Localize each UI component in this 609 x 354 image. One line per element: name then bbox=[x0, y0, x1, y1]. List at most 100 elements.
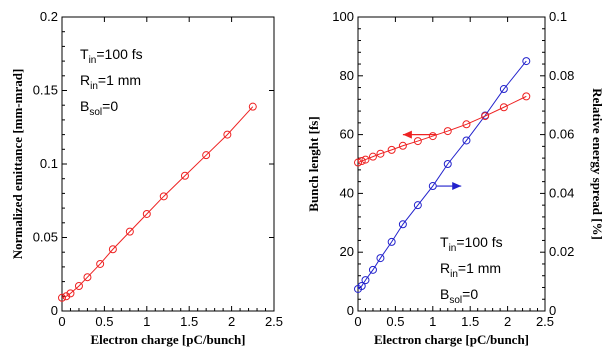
arrow-left-head bbox=[402, 130, 412, 139]
x-tick-label: 1 bbox=[429, 314, 436, 329]
series-0-point bbox=[142, 209, 151, 218]
annotation-value: =100 fs bbox=[96, 46, 142, 62]
series-0-point bbox=[413, 201, 422, 210]
series-0-point bbox=[62, 292, 71, 301]
y-tick-label: 40 bbox=[340, 185, 354, 200]
annotation-value: =0 bbox=[462, 286, 478, 302]
series-1-point bbox=[428, 132, 437, 141]
y-tick-label: 100 bbox=[332, 9, 354, 24]
y2-tick-label: 0 bbox=[549, 303, 556, 318]
y-tick-label: 20 bbox=[340, 244, 354, 259]
annotation-subscript: in bbox=[89, 55, 97, 66]
series-0-point bbox=[398, 220, 407, 229]
series-0-point bbox=[428, 182, 437, 191]
series-0-point bbox=[522, 57, 531, 66]
arrow-right-head bbox=[452, 182, 462, 191]
series-0-point bbox=[159, 192, 168, 201]
series-0-point bbox=[202, 151, 211, 160]
y-tick-label: 0 bbox=[51, 303, 58, 318]
series-1-point bbox=[354, 158, 362, 167]
y2-tick-label: 0.08 bbox=[549, 68, 574, 83]
series-0-point bbox=[74, 282, 83, 291]
y2-tick-label: 0.1 bbox=[549, 9, 567, 24]
series-1-point bbox=[443, 127, 452, 136]
series-0-point bbox=[387, 237, 396, 246]
annotation-b-sol: Bsol=0 bbox=[80, 98, 118, 118]
left-chart-panel: 0 0.5 1 1.5 2 2.5 0 0.05 0.1 0.15 0.2 Electron char… bbox=[10, 9, 283, 347]
series-1-point bbox=[522, 92, 531, 101]
annotation-base: T bbox=[80, 46, 89, 62]
series-0-point bbox=[66, 289, 75, 298]
series-0-point bbox=[462, 136, 471, 145]
x-tick-label: 2 bbox=[504, 314, 511, 329]
annotation-t-in: Tin=100 fs bbox=[80, 46, 143, 66]
annotation-base: B bbox=[440, 286, 449, 302]
x-tick-label: 1.5 bbox=[180, 314, 198, 329]
x-tick-label: 2.5 bbox=[265, 314, 283, 329]
annotation-value: =1 mm bbox=[458, 260, 501, 276]
series-1-point bbox=[398, 141, 407, 150]
annotation-subscript: sol bbox=[89, 107, 102, 118]
annotation-base: B bbox=[80, 98, 89, 114]
x-tick-label: 2 bbox=[228, 314, 235, 329]
y-axis-label: Normalized emittance [mm-mrad] bbox=[10, 69, 25, 260]
annotation-subscript: in bbox=[90, 81, 98, 92]
series-1-point bbox=[413, 137, 422, 146]
series-1-point bbox=[368, 152, 377, 161]
series-1-point bbox=[361, 155, 370, 164]
series-0-point bbox=[180, 171, 189, 180]
x-tick-label: 0 bbox=[58, 314, 65, 329]
x-axis-label: Electron charge [pC/bunch] bbox=[374, 332, 529, 347]
series-1-point bbox=[499, 103, 508, 112]
series-0-point bbox=[248, 102, 257, 111]
series-0-point bbox=[361, 276, 370, 285]
series-0-point bbox=[96, 259, 105, 268]
annotation-subscript: in bbox=[449, 243, 457, 254]
series-1-point bbox=[481, 112, 490, 121]
series-0-point bbox=[357, 282, 366, 291]
series-1-point bbox=[387, 145, 396, 154]
annotation-base: R bbox=[80, 72, 90, 88]
annotation-subscript: sol bbox=[449, 295, 462, 306]
plot-frame bbox=[357, 16, 546, 312]
x-tick-label: 1 bbox=[143, 314, 150, 329]
y-tick-label: 0.2 bbox=[40, 9, 58, 24]
y2-tick-label: 0.04 bbox=[549, 185, 574, 200]
y2-tick-label: 0.02 bbox=[549, 244, 574, 259]
y-tick-label: 60 bbox=[340, 127, 354, 142]
series-0-point bbox=[125, 227, 134, 236]
annotation-r-in: Rin=1 mm bbox=[80, 72, 141, 92]
series-0-point bbox=[499, 85, 508, 94]
x-tick-label: 0 bbox=[354, 314, 361, 329]
annotation-value: =100 fs bbox=[456, 234, 502, 250]
y-tick-label: 0 bbox=[347, 303, 354, 318]
series-0-point bbox=[368, 265, 377, 274]
x-axis-label: Electron charge [pC/bunch] bbox=[90, 332, 245, 347]
series-0-point bbox=[443, 160, 452, 168]
y-axis-label: Bunch lenght [fs] bbox=[306, 116, 321, 211]
right-chart-panel: 0 0.5 1 1.5 2 2.502040608010000.020.040.060.0… bbox=[306, 9, 605, 347]
annotation-t-in: Tin=100 fs bbox=[440, 234, 503, 254]
y-tick-label: 0.15 bbox=[33, 83, 58, 98]
series-0-point bbox=[376, 254, 385, 263]
series-0-point bbox=[58, 293, 66, 302]
annotation-base: R bbox=[440, 260, 450, 276]
y2-axis-label: Relative energy spread [%] bbox=[590, 88, 605, 240]
x-tick-label: 2.5 bbox=[536, 314, 554, 329]
y-tick-label: 80 bbox=[340, 68, 354, 83]
series-0-line bbox=[61, 106, 254, 299]
x-tick-label: 0.5 bbox=[386, 314, 404, 329]
y-tick-label: 0.05 bbox=[33, 230, 58, 245]
series-0-point bbox=[223, 130, 232, 139]
annotation-r-in: Rin=1 mm bbox=[440, 260, 501, 280]
series-1-point bbox=[462, 120, 471, 129]
annotation-subscript: in bbox=[450, 269, 458, 280]
annotation-base: T bbox=[440, 234, 449, 250]
x-tick-label: 1.5 bbox=[461, 314, 479, 329]
y2-tick-label: 0.06 bbox=[549, 127, 574, 142]
x-tick-label: 0.5 bbox=[95, 314, 113, 329]
annotation-value: =0 bbox=[102, 98, 118, 114]
series-0-point bbox=[108, 245, 117, 254]
annotation-b-sol: Bsol=0 bbox=[440, 286, 478, 306]
